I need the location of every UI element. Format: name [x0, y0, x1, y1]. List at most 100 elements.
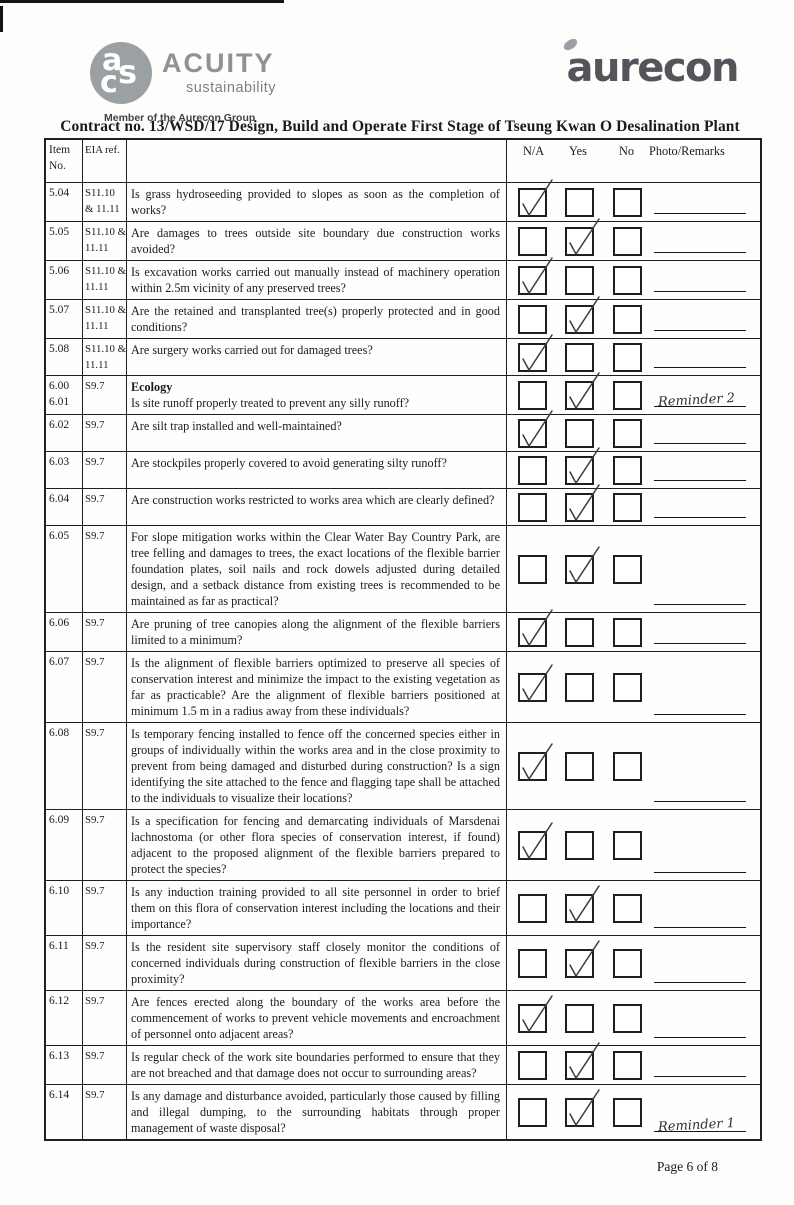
- remark-line[interactable]: [654, 1023, 746, 1038]
- remark-line[interactable]: [654, 429, 746, 444]
- answer-cell: [507, 609, 760, 651]
- yes-checkbox[interactable]: [565, 546, 600, 584]
- item-no-cell: 6.11: [46, 936, 83, 990]
- na-checkbox[interactable]: [518, 456, 547, 485]
- na-checkbox[interactable]: [518, 894, 547, 923]
- eia-ref-line1: S9.7: [85, 380, 105, 392]
- checkmark-icon: [569, 885, 600, 923]
- no-checkbox[interactable]: [613, 188, 642, 217]
- no-checkbox[interactable]: [613, 1051, 642, 1080]
- na-checkbox[interactable]: [518, 995, 553, 1033]
- no-checkbox[interactable]: [613, 618, 642, 647]
- no-checkbox[interactable]: [613, 949, 642, 978]
- eia-ref-line1: S11.10 &: [85, 265, 126, 277]
- table-row: 6.09 S9.7 Is a specification for fencing…: [46, 810, 760, 881]
- monogram-letter: c: [100, 65, 118, 100]
- na-checkbox[interactable]: [518, 179, 553, 217]
- remark-line[interactable]: [654, 316, 746, 331]
- remark-line[interactable]: [654, 277, 746, 292]
- yes-checkbox[interactable]: [565, 618, 594, 647]
- eia-ref-line2: 11.11: [85, 242, 109, 254]
- na-checkbox[interactable]: [518, 410, 553, 448]
- no-checkbox[interactable]: [613, 493, 642, 522]
- yes-checkbox[interactable]: [565, 484, 600, 522]
- item-no-cell: 5.05: [46, 222, 83, 260]
- yes-checkbox[interactable]: [565, 419, 594, 448]
- yes-checkbox[interactable]: [565, 673, 594, 702]
- no-checkbox[interactable]: [613, 456, 642, 485]
- remark-line[interactable]: [654, 968, 746, 983]
- yes-checkbox[interactable]: [565, 1042, 600, 1080]
- remark-line[interactable]: Reminder 1: [654, 1116, 746, 1135]
- yes-checkbox[interactable]: [565, 372, 600, 410]
- yes-checkbox[interactable]: [565, 752, 594, 781]
- no-checkbox[interactable]: [613, 831, 642, 860]
- no-checkbox[interactable]: [613, 381, 642, 410]
- yes-checkbox[interactable]: [565, 266, 594, 295]
- checkmark-icon: [522, 257, 553, 295]
- no-checkbox[interactable]: [613, 894, 642, 923]
- no-checkbox[interactable]: [613, 673, 642, 702]
- yes-checkbox[interactable]: [565, 447, 600, 485]
- yes-checkbox[interactable]: [565, 296, 600, 334]
- remark-line[interactable]: Reminder 2: [654, 391, 746, 410]
- na-checkbox[interactable]: [518, 257, 553, 295]
- question-text: Are surgery works carried out for damage…: [131, 343, 373, 357]
- no-checkbox[interactable]: [613, 1004, 642, 1033]
- na-checkbox[interactable]: [518, 949, 547, 978]
- eia-ref-line1: S9.7: [85, 617, 105, 629]
- remark-line[interactable]: [654, 199, 746, 214]
- na-checkbox[interactable]: [518, 664, 553, 702]
- na-checkbox[interactable]: [518, 334, 553, 372]
- monogram-letter: s: [118, 53, 138, 91]
- yes-checkbox[interactable]: [565, 343, 594, 372]
- na-checkbox[interactable]: [518, 743, 553, 781]
- na-checkbox[interactable]: [518, 555, 547, 584]
- no-checkbox[interactable]: [613, 266, 642, 295]
- remark-line[interactable]: [654, 858, 746, 873]
- item-no-cell: 6.00 6.01: [46, 376, 83, 414]
- remark-line[interactable]: [654, 503, 746, 518]
- no-checkbox[interactable]: [613, 1098, 642, 1127]
- question-text: Is site runoff properly treated to preve…: [131, 396, 410, 410]
- no-checkbox[interactable]: [613, 343, 642, 372]
- no-checkbox[interactable]: [613, 752, 642, 781]
- remark-line[interactable]: [654, 913, 746, 928]
- yes-checkbox[interactable]: [565, 188, 594, 217]
- yes-checkbox[interactable]: [565, 940, 600, 978]
- item-no-cell: 6.06: [46, 613, 83, 651]
- remark-line[interactable]: [654, 629, 746, 644]
- answer-cell: [507, 652, 760, 722]
- eia-ref-cell: S9.7: [83, 452, 127, 488]
- na-checkbox[interactable]: [518, 227, 547, 256]
- na-checkbox[interactable]: [518, 493, 547, 522]
- na-checkbox[interactable]: [518, 609, 553, 647]
- yes-checkbox[interactable]: [565, 831, 594, 860]
- yes-checkbox[interactable]: [565, 1089, 600, 1127]
- na-checkbox[interactable]: [518, 822, 553, 860]
- na-checkbox[interactable]: [518, 381, 547, 410]
- na-checkbox[interactable]: [518, 1098, 547, 1127]
- na-checkbox[interactable]: [518, 305, 547, 334]
- remark-line[interactable]: [654, 353, 746, 368]
- table-row: 6.11 S9.7 Is the resident site superviso…: [46, 936, 760, 991]
- remark-line[interactable]: [654, 787, 746, 802]
- remark-line[interactable]: [654, 1062, 746, 1077]
- no-checkbox[interactable]: [613, 227, 642, 256]
- remark-line[interactable]: [654, 590, 746, 605]
- yes-checkbox[interactable]: [565, 885, 600, 923]
- yes-checkbox[interactable]: [565, 218, 600, 256]
- aurecon-wordmark: aurecon: [566, 45, 740, 91]
- remark-line[interactable]: [654, 466, 746, 481]
- remark-line[interactable]: [654, 238, 746, 253]
- no-checkbox[interactable]: [613, 305, 642, 334]
- checkmark-icon: [569, 296, 600, 334]
- na-checkbox[interactable]: [518, 1051, 547, 1080]
- answer-cell: [507, 1042, 760, 1084]
- yes-checkbox[interactable]: [565, 1004, 594, 1033]
- answer-cell: [507, 410, 760, 451]
- no-checkbox[interactable]: [613, 555, 642, 584]
- no-checkbox[interactable]: [613, 419, 642, 448]
- remark-line[interactable]: [654, 700, 746, 715]
- question-cell: Is any induction training provided to al…: [127, 881, 507, 935]
